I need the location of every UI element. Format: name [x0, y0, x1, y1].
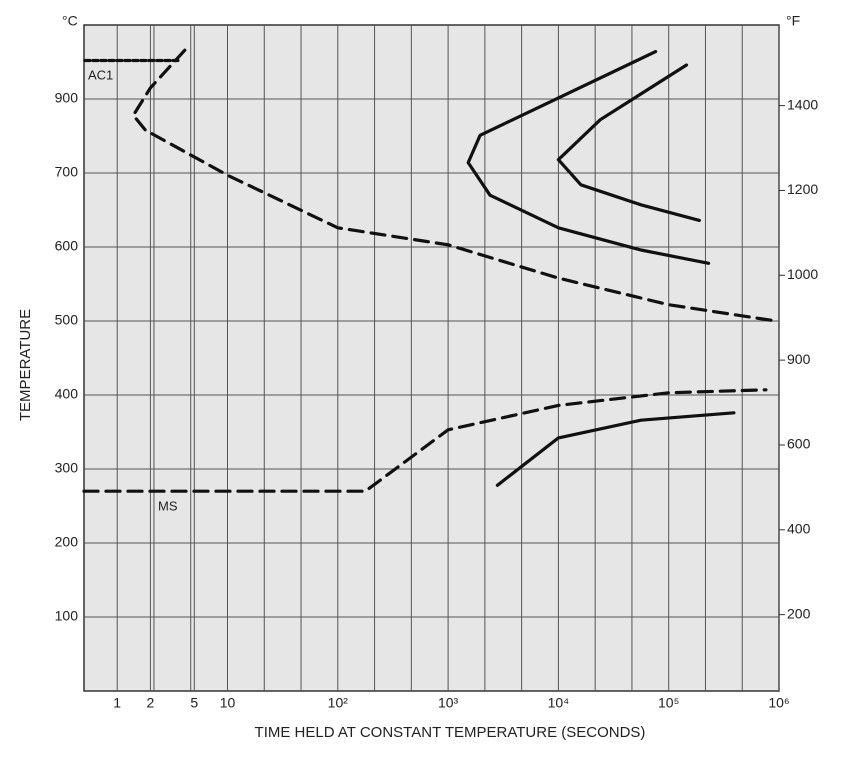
y-tick-label: 600 — [55, 238, 79, 254]
plot-area — [83, 24, 780, 692]
x-tick-label: 10⁴ — [548, 695, 570, 711]
y2-tick-label: 1200 — [787, 181, 818, 197]
x-tick-label: 10³ — [438, 695, 459, 711]
x-tick-label: 1 — [113, 695, 121, 711]
y2-tick-label: 400 — [787, 521, 811, 537]
series-line — [82, 388, 768, 493]
y-tick-label: 200 — [55, 534, 79, 550]
y-tick-label: 100 — [55, 608, 79, 624]
y2-tick-label: 1400 — [787, 96, 818, 112]
y-tick-label: 700 — [55, 164, 79, 180]
y2-tick-label: 600 — [787, 436, 811, 452]
marks — [82, 48, 773, 493]
annotation: AC1 — [88, 67, 113, 82]
y-tick-label: 900 — [55, 90, 79, 106]
series-line — [495, 411, 736, 487]
y-unit: °C — [62, 13, 78, 29]
y2-tick-label: 900 — [787, 351, 811, 367]
y-tick-label: 500 — [55, 312, 79, 328]
x-tick-label: 10⁶ — [768, 695, 789, 711]
x-axis-title: TIME HELD AT CONSTANT TEMPERATURE (SECON… — [255, 724, 646, 741]
annotation: MS — [158, 498, 178, 513]
x-tick-label: 2 — [147, 695, 155, 711]
y-axis-title: TEMPERATURE — [17, 309, 34, 421]
y2-tick-label: 1000 — [787, 266, 818, 282]
y-tick-label: 400 — [55, 386, 79, 402]
x-tick-label: 10⁵ — [658, 695, 679, 711]
y2-unit: °F — [786, 13, 800, 29]
x-tick-label: 10² — [328, 695, 349, 711]
y-tick-label: 300 — [55, 460, 79, 476]
x-tick-label: 10 — [220, 695, 236, 711]
series-line — [466, 49, 711, 265]
grid — [84, 25, 780, 691]
series-line — [131, 48, 773, 322]
x-tick-label: 5 — [190, 695, 198, 711]
y2-tick-label: 200 — [787, 605, 811, 621]
series-line — [556, 63, 702, 222]
